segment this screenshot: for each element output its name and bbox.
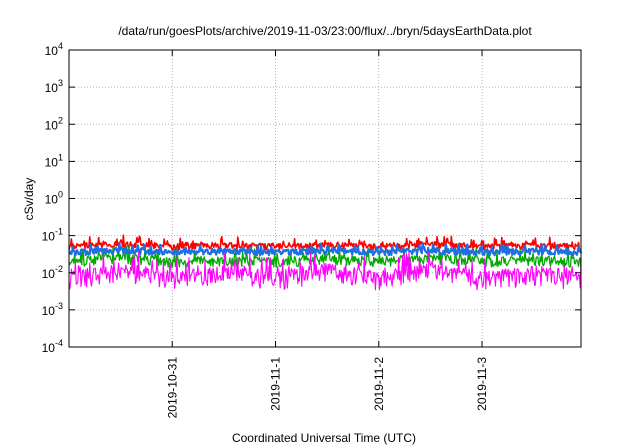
y-tick-exponent: 4 bbox=[58, 41, 63, 51]
y-tick-label: 102 bbox=[45, 115, 63, 132]
y-tick-label: 103 bbox=[45, 78, 63, 95]
series-layer bbox=[68, 234, 583, 291]
y-tick-label: 100 bbox=[45, 190, 63, 207]
y-tick-base: 10 bbox=[42, 267, 56, 281]
y-tick-base: 10 bbox=[45, 81, 59, 95]
y-tick-base: 10 bbox=[42, 304, 56, 318]
y-tick-label: 10-1 bbox=[42, 227, 63, 244]
x-tick-label: 2019-10-31 bbox=[165, 357, 179, 419]
y-tick-label: 10-3 bbox=[42, 301, 63, 318]
series-line bbox=[68, 245, 582, 269]
y-tick-label: 101 bbox=[45, 152, 63, 169]
y-axis-label: cSv/day bbox=[22, 178, 36, 221]
y-tick-exponent: 3 bbox=[58, 78, 63, 88]
y-tick-base: 10 bbox=[42, 230, 56, 244]
series-line bbox=[68, 250, 582, 291]
y-tick-exponent: 0 bbox=[58, 190, 63, 200]
y-tick-exponent: -2 bbox=[55, 264, 63, 274]
y-tick-base: 10 bbox=[42, 341, 56, 355]
y-tick-base: 10 bbox=[45, 44, 59, 58]
y-tick-base: 10 bbox=[45, 193, 59, 207]
x-tick-label: 2019-11-1 bbox=[269, 357, 283, 411]
chart-title: /data/run/goesPlots/archive/2019-11-03/2… bbox=[118, 24, 532, 38]
y-tick-label: 10-2 bbox=[42, 264, 63, 281]
y-tick-exponent: -1 bbox=[55, 227, 63, 237]
series-line bbox=[68, 242, 583, 257]
y-tick-base: 10 bbox=[45, 155, 59, 169]
y-tick-base: 10 bbox=[45, 118, 59, 132]
y-tick-exponent: 2 bbox=[58, 115, 63, 125]
y-tick-label: 104 bbox=[45, 41, 63, 58]
y-tick-exponent: -3 bbox=[55, 301, 63, 311]
y-tick-exponent: 1 bbox=[58, 152, 63, 162]
grid bbox=[69, 50, 581, 347]
x-tick-labels: 2019-10-31 2019-11-1 2019-11-2 2019-11-3 bbox=[165, 357, 489, 419]
x-tick-label: 2019-11-3 bbox=[475, 357, 489, 411]
y-tick-exponent: -4 bbox=[55, 338, 63, 348]
x-axis-label: Coordinated Universal Time (UTC) bbox=[232, 431, 416, 445]
series-line bbox=[68, 234, 582, 251]
y-tick-label: 10-4 bbox=[42, 338, 63, 355]
ticks bbox=[69, 49, 581, 348]
x-tick-label: 2019-11-2 bbox=[372, 357, 386, 411]
